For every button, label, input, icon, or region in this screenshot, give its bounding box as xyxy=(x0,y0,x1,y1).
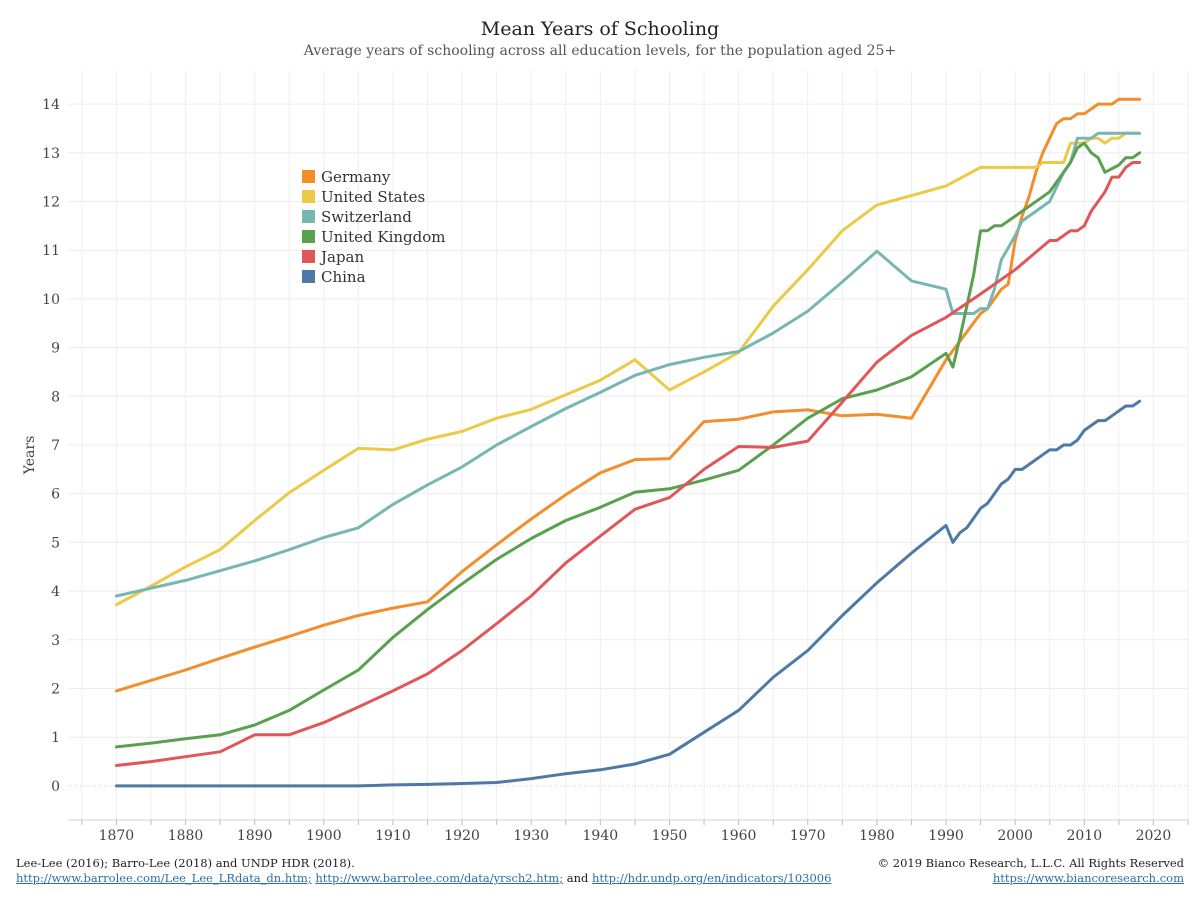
legend-swatch-germany xyxy=(302,170,315,183)
x-tick-label: 1990 xyxy=(928,828,964,844)
legend-item-united-states[interactable]: United States xyxy=(302,188,425,206)
x-tick-label: 1960 xyxy=(721,828,757,844)
y-tick-label: 6 xyxy=(51,487,60,503)
source-link-barrolee-lrdata[interactable]: http://www.barrolee.com/Lee_Lee_LRdata_d… xyxy=(16,871,312,885)
y-tick-label: 1 xyxy=(51,730,60,746)
x-tick-label: 1880 xyxy=(168,828,204,844)
y-tick-label: 3 xyxy=(51,633,60,649)
legend-label-china: China xyxy=(321,268,366,286)
series-line-germany xyxy=(114,97,1142,693)
y-tick-label: 5 xyxy=(51,535,60,551)
y-tick-label: 7 xyxy=(51,438,60,454)
x-tick-label: 1920 xyxy=(444,828,480,844)
legend-swatch-china xyxy=(302,270,315,283)
legend-swatch-united-kingdom xyxy=(302,230,315,243)
grid-lines xyxy=(68,70,1189,820)
y-tick-label: 2 xyxy=(51,682,60,698)
x-tick-label: 2010 xyxy=(1066,828,1102,844)
y-tick-label: 4 xyxy=(51,584,60,600)
legend-label-united-kingdom: United Kingdom xyxy=(321,228,446,246)
y-tick-label: 0 xyxy=(51,779,60,795)
chart-subtitle: Average years of schooling across all ed… xyxy=(303,43,897,59)
source-and-text: and xyxy=(566,871,589,885)
x-tick-label: 2020 xyxy=(1136,828,1172,844)
source-link-barrolee-yrsch[interactable]: http://www.barrolee.com/data/yrsch2.htm; xyxy=(315,871,564,885)
chart-title: Mean Years of Schooling xyxy=(480,18,720,40)
legend-label-germany: Germany xyxy=(321,168,391,186)
bianco-site-link[interactable]: https://www.biancoresearch.com xyxy=(992,871,1184,885)
legend-swatch-switzerland xyxy=(302,210,315,223)
copyright-text: © 2019 Bianco Research, L.L.C. All Right… xyxy=(877,856,1184,870)
source-text: Lee-Lee (2016); Barro-Lee (2018) and UND… xyxy=(16,856,355,870)
legend-item-japan[interactable]: Japan xyxy=(302,248,365,266)
legend-swatch-united-states xyxy=(302,190,315,203)
series-line-china xyxy=(114,399,1142,788)
y-tick-label: 14 xyxy=(42,97,60,113)
source-links: http://www.barrolee.com/Lee_Lee_LRdata_d… xyxy=(16,871,831,886)
legend-label-united-states: United States xyxy=(321,188,425,206)
source-link-undp[interactable]: http://hdr.undp.org/en/indicators/103006 xyxy=(592,871,832,885)
y-tick-label: 12 xyxy=(42,194,60,210)
axes: 1870 1880 1890 1900 1910 1920 1930 1940 1950 1960… xyxy=(22,97,1189,844)
y-tick-label: 10 xyxy=(42,292,60,308)
x-tick-label: 1910 xyxy=(375,828,411,844)
x-tick-label: 1950 xyxy=(652,828,688,844)
legend-item-united-kingdom[interactable]: United Kingdom xyxy=(302,228,446,246)
y-axis-label: Years xyxy=(22,436,38,476)
series-line-japan xyxy=(114,161,1142,767)
y-tick-label: 8 xyxy=(51,389,60,405)
x-tick-label: 1930 xyxy=(513,828,549,844)
legend-item-china[interactable]: China xyxy=(302,268,366,286)
x-tick-label: 1890 xyxy=(237,828,273,844)
line-chart: 1870 1880 1890 1900 1910 1920 1930 1940 1950 1960… xyxy=(22,70,1189,844)
y-tick-label: 13 xyxy=(42,146,60,162)
legend-item-germany[interactable]: Germany xyxy=(302,168,391,186)
x-tick-label: 1980 xyxy=(859,828,895,844)
series-group xyxy=(114,97,1142,788)
x-tick-label: 1870 xyxy=(99,828,135,844)
legend-label-japan: Japan xyxy=(319,248,365,266)
series-line-switzerland xyxy=(114,131,1142,598)
y-tick-label: 9 xyxy=(51,341,60,357)
legend-item-switzerland[interactable]: Switzerland xyxy=(302,208,412,226)
y-tick-label: 11 xyxy=(42,243,60,259)
x-tick-label: 2000 xyxy=(997,828,1033,844)
legend-label-switzerland: Switzerland xyxy=(321,208,412,226)
x-tick-label: 1970 xyxy=(790,828,826,844)
series-line-united-kingdom xyxy=(114,141,1142,749)
footer-credits: © 2019 Bianco Research, L.L.C. All Right… xyxy=(878,856,1184,886)
series-line-united-states xyxy=(114,131,1142,607)
x-tick-label: 1940 xyxy=(583,828,619,844)
footer-sources: Lee-Lee (2016); Barro-Lee (2018) and UND… xyxy=(16,856,831,886)
legend-swatch-japan xyxy=(302,250,315,263)
legend[interactable]: Germany United States Switzerland United Ki… xyxy=(302,168,446,286)
x-tick-label: 1900 xyxy=(306,828,342,844)
